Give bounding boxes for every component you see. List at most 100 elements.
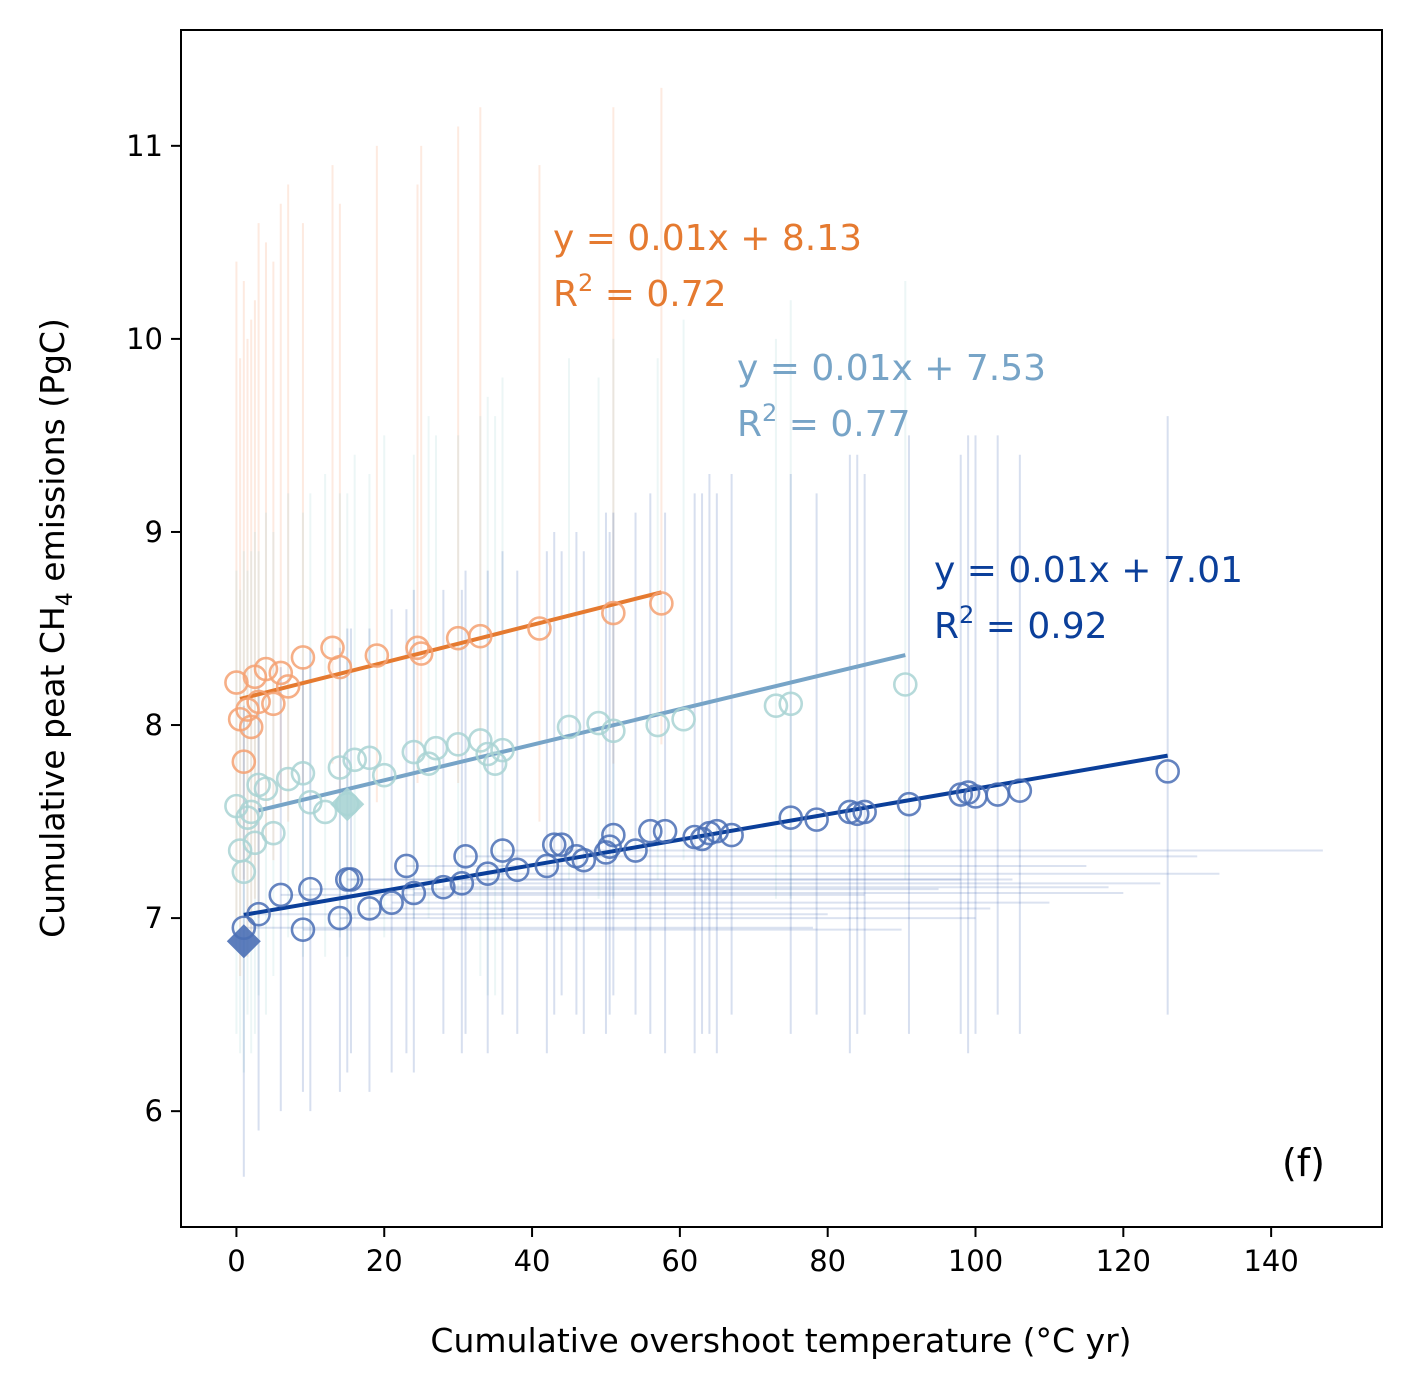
- lightblue-data-point: [490, 737, 515, 763]
- panel-label: (f): [1282, 1141, 1325, 1185]
- darkblue-data-point: [453, 844, 478, 869]
- darkblue-data-point: [449, 871, 475, 896]
- fit-annotations: y = 0.01x + 8.13 R2 = 0.72 y = 0.01x + 7…: [553, 218, 1243, 647]
- lightblue-data-point: [601, 718, 626, 744]
- darkblue-fit-equation: y = 0.01x + 7.01: [934, 550, 1243, 591]
- lightblue-data-point: [892, 672, 918, 697]
- y-tick-label: 7: [145, 901, 163, 935]
- lightblue-data-point: [238, 799, 264, 825]
- x-tick-label: 120: [1096, 1244, 1151, 1278]
- orange-data-point: [231, 749, 257, 775]
- lightblue-data-point: [231, 859, 257, 885]
- darkblue-data-point: [504, 857, 530, 883]
- x-tick-label: 40: [514, 1244, 551, 1278]
- lightblue-data-point: [586, 710, 611, 736]
- y-tick-label: 8: [145, 708, 163, 742]
- darkblue-data-point: [601, 822, 626, 848]
- darkblue-data-point: [638, 818, 663, 844]
- data-points-layer: [224, 591, 1180, 942]
- darkblue-fit-r2: R2 = 0.92: [934, 601, 1108, 647]
- orange-data-point: [327, 654, 353, 680]
- orange-data-point: [253, 656, 279, 682]
- lightblue-data-point: [275, 766, 301, 792]
- darkblue-data-point: [357, 896, 382, 921]
- darkblue-data-point: [401, 880, 427, 906]
- orange-data-point: [468, 623, 493, 649]
- darkblue-data-point: [327, 905, 353, 931]
- lightblue-data-point: [327, 755, 353, 780]
- darkblue-data-point: [268, 882, 294, 908]
- x-tick-label: 140: [1243, 1244, 1298, 1278]
- darkblue-data-point: [534, 853, 560, 879]
- reference-markers-layer: [226, 787, 365, 959]
- darkblue-data-point: [623, 838, 648, 863]
- orange-data-point: [290, 645, 316, 670]
- darkblue-data-point: [298, 876, 323, 902]
- x-axis-ticks: 0 20 40 60 80 100 120 140: [227, 1227, 1299, 1278]
- darkblue-r2-sup: 2: [959, 601, 974, 629]
- darkblue-r2-value: = 0.92: [974, 606, 1107, 647]
- y-axis-title-subscript: 4: [53, 592, 78, 606]
- darkblue-data-point: [652, 818, 678, 844]
- lightblue-data-point: [416, 751, 441, 776]
- orange-data-point: [408, 641, 434, 666]
- orange-data-point: [405, 635, 430, 661]
- lightblue-data-point: [371, 762, 397, 788]
- x-tick-label: 100: [948, 1244, 1003, 1278]
- y-tick-label: 10: [126, 322, 163, 356]
- orange-data-point: [261, 691, 286, 717]
- orange-fit-r2: R2 = 0.72: [553, 269, 727, 315]
- lightblue-data-point: [645, 712, 671, 738]
- plot-frame: [180, 29, 1383, 1228]
- lightblue-data-point: [312, 799, 338, 825]
- orange-data-point: [527, 616, 552, 641]
- error-bars-layer: [235, 87, 1323, 1177]
- darkblue-data-point: [394, 853, 419, 879]
- darkblue-data-point: [778, 805, 804, 831]
- lightblue-data-point: [778, 691, 804, 717]
- lightblue-r2-value: = 0.77: [777, 404, 910, 445]
- orange-data-point: [246, 689, 271, 715]
- x-tick-label: 60: [661, 1244, 698, 1278]
- y-tick-label: 11: [126, 129, 163, 163]
- darkblue-r2-prefix: R: [934, 606, 959, 647]
- lightblue-fit-r2: R2 = 0.77: [737, 399, 911, 445]
- y-axis-title-part-1: Cumulative peat CH: [33, 606, 72, 938]
- darkblue-data-point: [431, 874, 456, 900]
- y-tick-label: 6: [145, 1094, 163, 1128]
- x-axis-title: Cumulative overshoot temperature (°C yr): [430, 1321, 1131, 1360]
- darkblue-data-point: [804, 807, 829, 832]
- darkblue-data-point: [246, 901, 271, 927]
- orange-r2-sup: 2: [578, 269, 593, 297]
- darkblue-data-point: [490, 838, 515, 863]
- darkblue-data-point: [475, 861, 501, 886]
- lightblue-fit-equation: y = 0.01x + 7.53: [737, 348, 1046, 389]
- x-tick-label: 0: [227, 1244, 245, 1278]
- lightblue-data-point: [235, 805, 260, 831]
- lightblue-data-point: [290, 760, 316, 786]
- orange-data-point: [601, 600, 626, 626]
- darkblue-data-point: [1155, 759, 1180, 784]
- lightblue-data-point: [253, 776, 279, 802]
- darkblue-data-point: [571, 847, 597, 873]
- darkblue-data-point: [541, 832, 567, 858]
- lightblue-fit-line: [258, 653, 906, 813]
- orange-data-point: [364, 643, 390, 668]
- orange-data-point: [268, 660, 294, 686]
- reference-diamond-marker: [226, 924, 261, 959]
- darkblue-data-point: [379, 890, 404, 915]
- x-tick-label: 80: [809, 1244, 846, 1278]
- orange-data-point: [649, 591, 674, 616]
- darkblue-data-point: [290, 917, 316, 942]
- y-axis-ticks: 6 7 8 9 10 11: [126, 129, 181, 1128]
- lightblue-data-point: [556, 714, 582, 740]
- lightblue-data-point: [763, 693, 789, 719]
- lightblue-data-point: [261, 820, 286, 846]
- darkblue-data-point: [1007, 778, 1033, 803]
- orange-r2-prefix: R: [553, 274, 578, 315]
- orange-r2-value: = 0.72: [593, 274, 726, 315]
- lightblue-data-point: [482, 751, 508, 776]
- darkblue-data-point: [704, 818, 730, 844]
- lightblue-data-point: [468, 728, 493, 753]
